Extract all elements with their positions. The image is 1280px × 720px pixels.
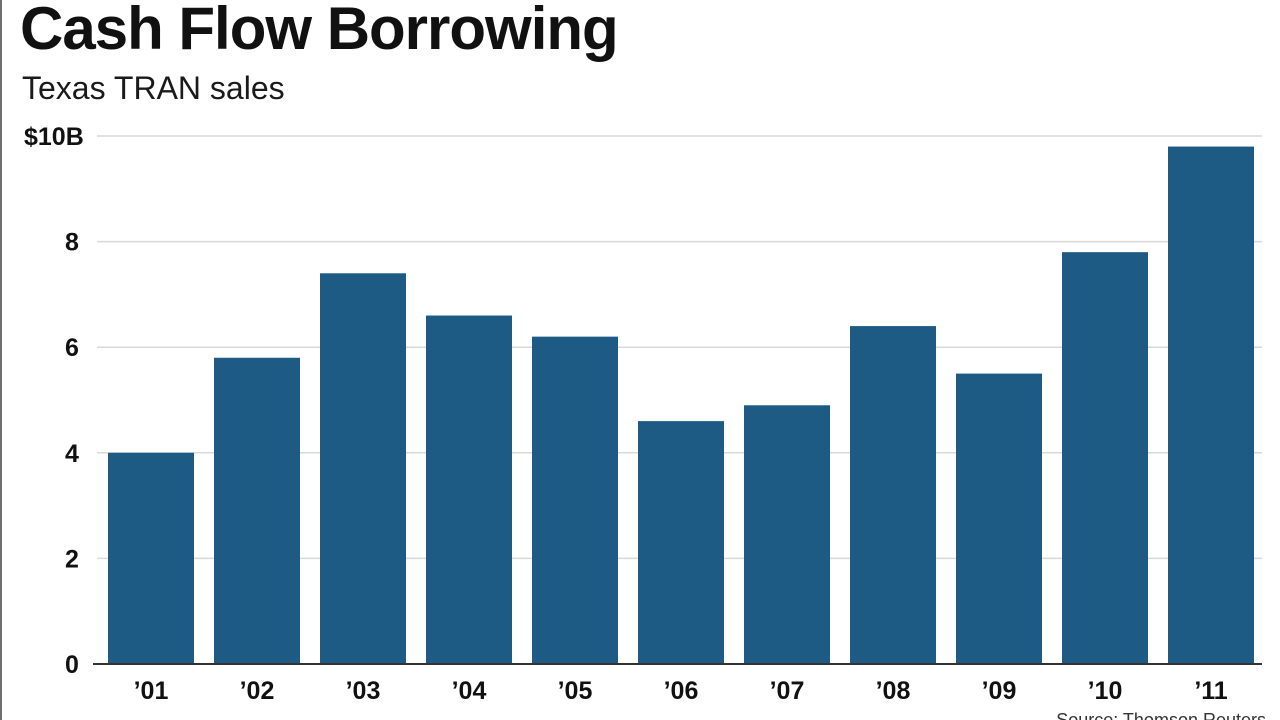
bar <box>426 315 512 664</box>
x-tick-label: ’07 <box>770 677 805 705</box>
bar <box>850 326 936 664</box>
bar <box>1168 146 1254 664</box>
y-tick-label: 0 <box>65 651 79 679</box>
bar <box>1062 252 1148 664</box>
chart-title: Cash Flow Borrowing <box>20 0 619 62</box>
bar <box>214 357 300 664</box>
bar <box>956 373 1042 664</box>
bars-group <box>108 146 1254 664</box>
x-tick-label: ’06 <box>664 677 699 705</box>
x-tick-label: ’09 <box>982 677 1017 705</box>
y-tick-label: 8 <box>65 229 79 257</box>
x-tick-label: ’01 <box>134 677 169 705</box>
y-axis-ticks: 0 2 4 6 8 $10B <box>24 123 84 679</box>
bar <box>532 336 618 664</box>
y-tick-label: $10B <box>24 123 84 151</box>
x-tick-label: ’03 <box>346 677 381 705</box>
bar <box>744 405 830 664</box>
frame-border <box>0 0 2 720</box>
bar <box>320 273 406 664</box>
source-note: Source: Thomson Reuters <box>1056 710 1266 720</box>
y-tick-label: 2 <box>65 545 79 573</box>
bar <box>108 452 194 664</box>
y-tick-label: 6 <box>65 334 79 362</box>
bar <box>638 421 724 664</box>
x-tick-label: ’10 <box>1088 677 1123 705</box>
x-tick-label: ’04 <box>452 677 487 705</box>
chart-subtitle: Texas TRAN sales <box>22 70 285 106</box>
x-tick-label: ’08 <box>876 677 911 705</box>
x-tick-label: ’11 <box>1194 677 1227 705</box>
x-axis-ticks: ’01 ’02 ’03 ’04 ’05 ’06 ’07 ’08 ’09 ’10 ’11 <box>134 677 1228 705</box>
x-tick-label: ’05 <box>558 677 593 705</box>
y-tick-label: 4 <box>65 440 79 468</box>
x-tick-label: ’02 <box>240 677 275 705</box>
